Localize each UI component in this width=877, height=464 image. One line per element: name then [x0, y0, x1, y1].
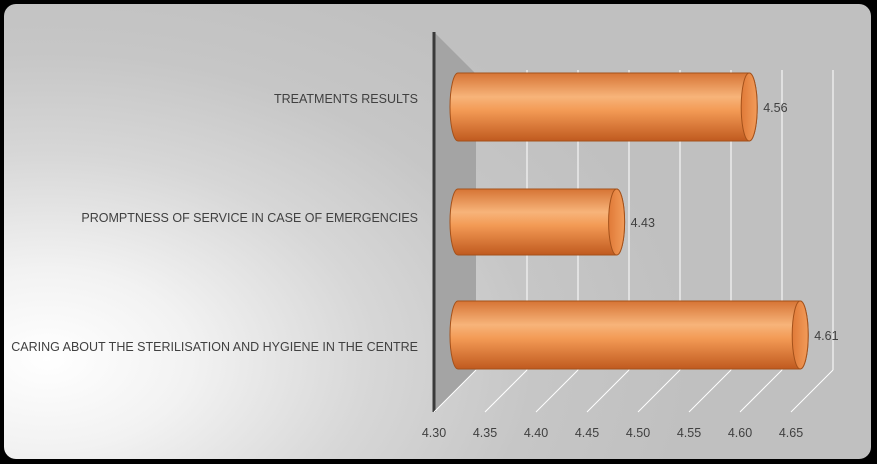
bar[interactable]	[449, 300, 809, 370]
x-tick-label: 4.65	[779, 426, 803, 440]
bar-body	[449, 300, 809, 370]
bar[interactable]	[449, 188, 626, 256]
x-tick-label: 4.45	[575, 426, 599, 440]
data-label: 4.43	[631, 216, 655, 230]
data-label: 4.56	[763, 101, 787, 115]
data-label: 4.61	[814, 329, 838, 343]
bar-body	[449, 188, 626, 256]
x-tick-label: 4.30	[422, 426, 446, 440]
floor-gridline	[739, 369, 783, 413]
x-tick-label: 4.55	[677, 426, 701, 440]
bar-chart: 4.56 TREATMENTS RESULTS 4.43 PROMPTNESS OF …	[11, 32, 839, 440]
floor-gridline	[790, 369, 834, 413]
category-label: PROMPTNESS OF SERVICE IN CASE OF EMERGEN…	[81, 211, 418, 225]
floor-gridline	[535, 369, 579, 413]
category-label: CARING ABOUT THE STERILISATION AND HYGIE…	[11, 340, 418, 354]
bar-end-cap	[740, 72, 758, 142]
bar-end-cap	[608, 188, 626, 256]
floor-gridline	[586, 369, 630, 413]
bar-body	[449, 72, 758, 142]
floor-gridline	[688, 369, 732, 413]
category-label: TREATMENTS RESULTS	[274, 92, 418, 106]
x-tick-label: 4.50	[626, 426, 650, 440]
bar-end-cap	[791, 300, 809, 370]
floor-gridline	[637, 369, 681, 413]
bar[interactable]	[449, 72, 758, 142]
chart-area: 4.56 TREATMENTS RESULTS 4.43 PROMPTNESS OF …	[4, 4, 871, 459]
x-tick-label: 4.35	[473, 426, 497, 440]
x-tick-label: 4.40	[524, 426, 548, 440]
floor-gridline	[433, 369, 477, 413]
floor-gridline	[484, 369, 528, 413]
x-tick-label: 4.60	[728, 426, 752, 440]
